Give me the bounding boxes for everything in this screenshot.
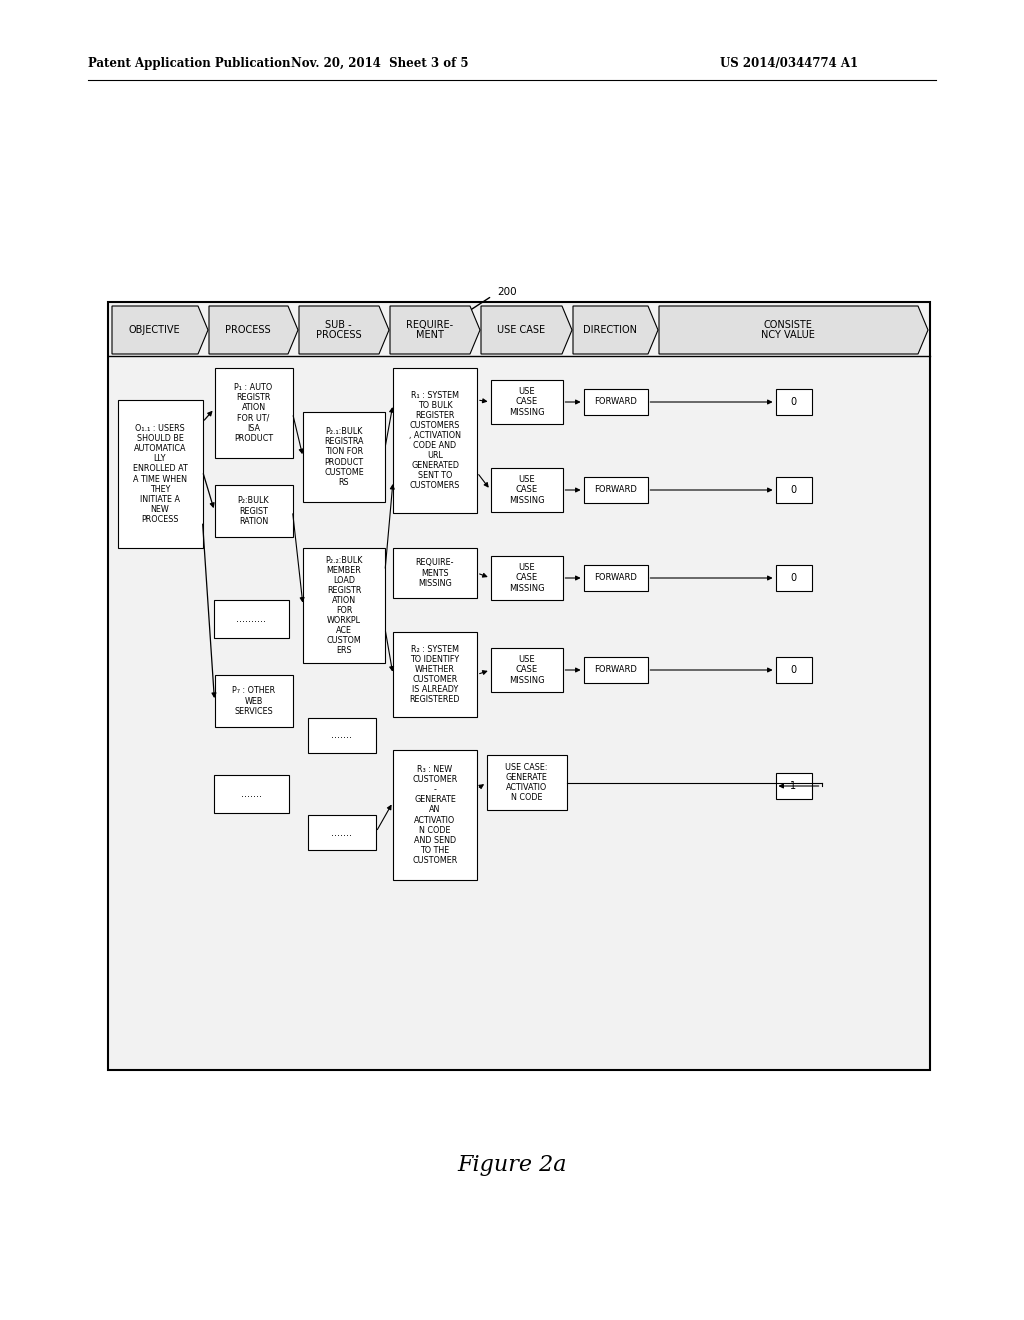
Bar: [393, 368, 477, 513]
Text: REQUIRE-
MENTS
MISSING: REQUIRE- MENTS MISSING: [416, 558, 455, 587]
Bar: [584, 389, 647, 414]
Polygon shape: [481, 306, 572, 354]
Text: FORWARD: FORWARD: [594, 486, 637, 495]
Bar: [213, 775, 289, 813]
Text: 0: 0: [791, 573, 797, 583]
Text: SUB -
PROCESS: SUB - PROCESS: [315, 319, 361, 341]
Bar: [490, 469, 562, 512]
Polygon shape: [209, 306, 298, 354]
Text: USE
CASE
MISSING: USE CASE MISSING: [509, 475, 545, 504]
Text: OBJECTIVE: OBJECTIVE: [129, 325, 180, 335]
Bar: [303, 548, 385, 663]
Bar: [584, 657, 647, 682]
Text: USE
CASE
MISSING: USE CASE MISSING: [509, 388, 545, 417]
Bar: [308, 814, 376, 850]
Text: Nov. 20, 2014  Sheet 3 of 5: Nov. 20, 2014 Sheet 3 of 5: [291, 57, 469, 70]
Bar: [775, 565, 811, 591]
Polygon shape: [390, 306, 480, 354]
Polygon shape: [659, 306, 928, 354]
Text: USE
CASE
MISSING: USE CASE MISSING: [509, 564, 545, 593]
Text: REQUIRE-
MENT: REQUIRE- MENT: [406, 319, 453, 341]
Polygon shape: [112, 306, 208, 354]
Polygon shape: [299, 306, 389, 354]
Text: P₇ : OTHER
WEB
SERVICES: P₇ : OTHER WEB SERVICES: [232, 686, 275, 715]
Text: .......: .......: [332, 730, 352, 741]
Bar: [393, 548, 477, 598]
Text: O₁.₁ : USERS
SHOULD BE
AUTOMATICA
LLY
ENROLLED AT
A TIME WHEN
THEY
INITIATE A
NE: O₁.₁ : USERS SHOULD BE AUTOMATICA LLY EN…: [133, 424, 187, 524]
Text: R₁ : SYSTEM
TO BULK
REGISTER
CUSTOMERS
, ACTIVATION
CODE AND
URL
GENERATED
SENT : R₁ : SYSTEM TO BULK REGISTER CUSTOMERS ,…: [409, 391, 461, 490]
Bar: [775, 389, 811, 414]
Text: P₂.₂:BULK
MEMBER
LOAD
REGISTR
ATION
FOR
WORKPL
ACE
CUSTOM
ERS: P₂.₂:BULK MEMBER LOAD REGISTR ATION FOR …: [326, 556, 362, 655]
Bar: [214, 675, 293, 727]
Bar: [214, 484, 293, 537]
Text: 0: 0: [791, 484, 797, 495]
Bar: [308, 718, 376, 752]
Text: USE CASE: USE CASE: [497, 325, 545, 335]
Bar: [213, 601, 289, 638]
Text: P₂:BULK
REGIST
RATION: P₂:BULK REGIST RATION: [238, 496, 269, 525]
Text: FORWARD: FORWARD: [594, 573, 637, 582]
Text: USE CASE:
GENERATE
ACTIVATIO
N CODE: USE CASE: GENERATE ACTIVATIO N CODE: [505, 763, 548, 803]
Bar: [775, 477, 811, 503]
Text: Patent Application Publication: Patent Application Publication: [88, 57, 291, 70]
Polygon shape: [573, 306, 658, 354]
Text: P₁ : AUTO
REGISTR
ATION
FOR UT/
ISA
PRODUCT: P₁ : AUTO REGISTR ATION FOR UT/ ISA PROD…: [233, 383, 273, 442]
Text: 1: 1: [791, 781, 797, 791]
Bar: [118, 400, 203, 548]
Text: DIRECTION: DIRECTION: [583, 325, 637, 335]
Text: R₃ : NEW
CUSTOMER
-
GENERATE
AN
ACTIVATIO
N CODE
AND SEND
TO THE
CUSTOMER: R₃ : NEW CUSTOMER - GENERATE AN ACTIVATI…: [413, 766, 458, 865]
Bar: [486, 755, 566, 810]
Bar: [303, 412, 385, 502]
Text: CONSISTE
NCY VALUE: CONSISTE NCY VALUE: [761, 319, 815, 341]
Bar: [584, 565, 647, 591]
Text: US 2014/0344774 A1: US 2014/0344774 A1: [720, 57, 858, 70]
Text: R₂ : SYSTEM
TO IDENTIFY
WHETHER
CUSTOMER
IS ALREADY
REGISTERED: R₂ : SYSTEM TO IDENTIFY WHETHER CUSTOMER…: [410, 645, 460, 704]
Bar: [490, 648, 562, 692]
Text: PROCESS: PROCESS: [225, 325, 270, 335]
Text: FORWARD: FORWARD: [594, 665, 637, 675]
Bar: [775, 774, 811, 799]
Text: FORWARD: FORWARD: [594, 397, 637, 407]
Text: 0: 0: [791, 665, 797, 675]
Text: ..........: ..........: [236, 614, 266, 624]
Bar: [584, 477, 647, 503]
Bar: [108, 302, 930, 1071]
Text: 0: 0: [791, 397, 797, 407]
Bar: [490, 380, 562, 424]
Text: Figure 2a: Figure 2a: [458, 1154, 566, 1176]
Bar: [775, 657, 811, 682]
Text: P₂.₁:BULK
REGISTRA
TION FOR
PRODUCT
CUSTOME
RS: P₂.₁:BULK REGISTRA TION FOR PRODUCT CUST…: [325, 428, 364, 487]
Bar: [214, 368, 293, 458]
Text: USE
CASE
MISSING: USE CASE MISSING: [509, 656, 545, 685]
Bar: [393, 632, 477, 717]
Bar: [393, 750, 477, 880]
Text: 200: 200: [497, 286, 517, 297]
Text: .......: .......: [241, 789, 261, 799]
Text: .......: .......: [332, 828, 352, 837]
Bar: [490, 556, 562, 601]
